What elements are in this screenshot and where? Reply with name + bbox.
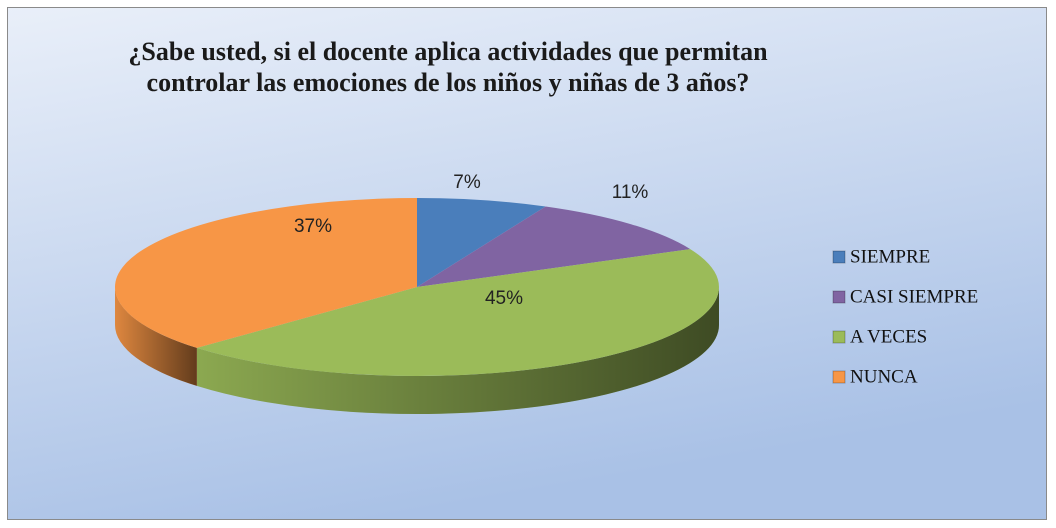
legend-label: CASI SIEMPRE [850, 286, 978, 307]
slice [196, 249, 720, 376]
data-label: 11% [612, 182, 649, 203]
data-label: 45% [485, 288, 523, 309]
slice-side-shade [196, 287, 720, 414]
legend-label: SIEMPRE [850, 246, 930, 267]
chart-title: ¿Sabe usted, si el docente aplica activi… [128, 37, 768, 97]
legend-swatch [832, 290, 846, 304]
data-label: 37% [294, 216, 332, 237]
legend-swatch [832, 250, 846, 264]
slice [417, 198, 546, 287]
pie: 7% 11% 45% 37% [114, 172, 720, 414]
slice-side-shade [115, 287, 197, 386]
slice [417, 206, 691, 287]
data-label: 7% [453, 172, 481, 193]
legend-label: NUNCA [850, 366, 918, 387]
legend-swatch [832, 370, 846, 384]
legend-swatch [832, 330, 846, 344]
legend-label: A VECES [850, 326, 927, 347]
slice [114, 198, 417, 348]
